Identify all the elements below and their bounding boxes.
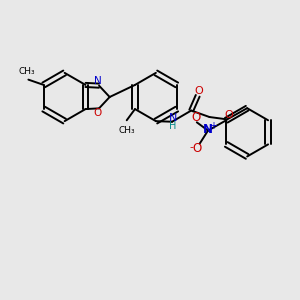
Text: O: O <box>191 111 200 124</box>
Text: CH₃: CH₃ <box>19 67 35 76</box>
Text: CH₃: CH₃ <box>118 126 135 135</box>
Text: O: O <box>224 110 233 120</box>
Text: O: O <box>192 142 201 155</box>
Text: O: O <box>94 108 102 118</box>
Text: N: N <box>169 113 177 124</box>
Text: N: N <box>94 76 101 86</box>
Text: H: H <box>169 121 177 131</box>
Text: O: O <box>194 86 203 96</box>
Text: -: - <box>190 142 194 152</box>
Text: +: + <box>209 121 217 130</box>
Text: N: N <box>203 123 213 136</box>
